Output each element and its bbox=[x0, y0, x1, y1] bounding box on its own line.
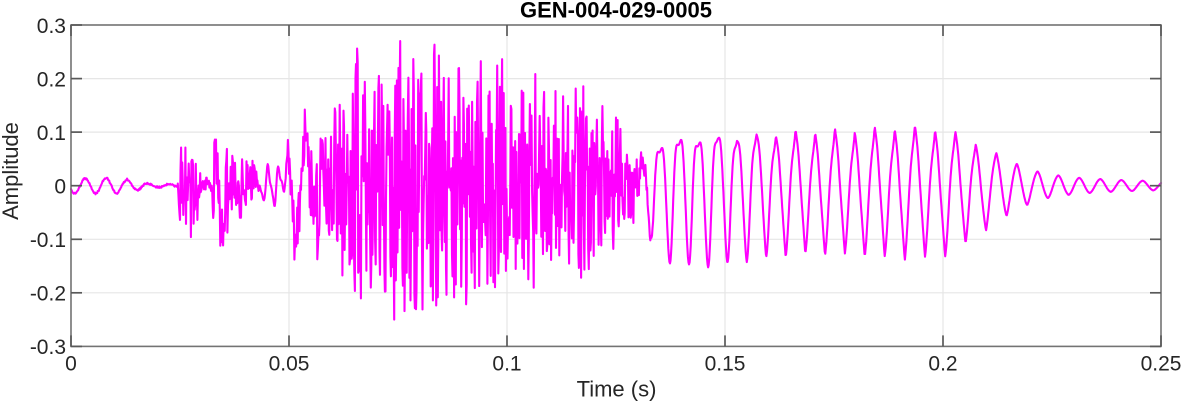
svg-text:0.2: 0.2 bbox=[928, 352, 957, 375]
svg-text:0.05: 0.05 bbox=[269, 352, 310, 375]
svg-text:-0.1: -0.1 bbox=[30, 229, 66, 252]
svg-text:GEN-004-029-0005: GEN-004-029-0005 bbox=[520, 0, 712, 23]
svg-text:0.2: 0.2 bbox=[37, 68, 66, 91]
svg-text:Amplitude: Amplitude bbox=[0, 122, 23, 220]
svg-text:0: 0 bbox=[54, 176, 66, 199]
svg-text:Time (s): Time (s) bbox=[577, 377, 657, 402]
svg-text:0.1: 0.1 bbox=[37, 122, 66, 145]
svg-text:0.25: 0.25 bbox=[1141, 352, 1182, 375]
svg-text:0.1: 0.1 bbox=[492, 352, 521, 375]
svg-text:-0.3: -0.3 bbox=[30, 336, 66, 359]
svg-text:0.15: 0.15 bbox=[705, 352, 746, 375]
svg-text:-0.2: -0.2 bbox=[30, 283, 66, 306]
svg-text:0.3: 0.3 bbox=[37, 15, 66, 38]
svg-text:0: 0 bbox=[65, 352, 77, 375]
